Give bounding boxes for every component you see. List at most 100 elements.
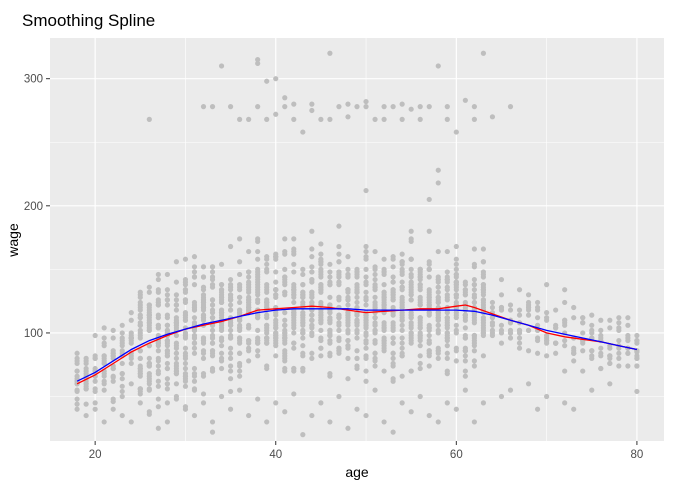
scatter-point <box>146 355 152 361</box>
scatter-point <box>390 327 396 333</box>
scatter-point <box>480 50 487 56</box>
scatter-point <box>625 332 631 339</box>
scatter-point <box>507 307 514 313</box>
scatter-point <box>300 282 306 288</box>
scatter-point <box>363 368 369 374</box>
scatter-point <box>273 340 279 346</box>
scatter-point <box>453 312 459 318</box>
scatter-point <box>191 365 198 372</box>
scatter-point <box>173 393 180 400</box>
axis-ticks <box>46 78 638 445</box>
scatter-point <box>471 276 477 283</box>
scatter-point <box>336 269 342 275</box>
scatter-point <box>255 274 261 280</box>
scatter-point <box>390 104 396 110</box>
scatter-point <box>381 282 387 288</box>
scatter-point <box>291 236 297 242</box>
scatter-point <box>390 254 396 260</box>
scatter-point <box>372 266 378 272</box>
scatter-point <box>444 335 450 341</box>
scatter-point <box>525 348 532 354</box>
scatter-point <box>354 330 360 336</box>
scatter-point <box>345 312 351 318</box>
scatter-point <box>164 297 170 303</box>
scatter-point <box>616 355 622 361</box>
scatter-point <box>74 387 80 393</box>
scatter-point <box>155 378 161 384</box>
scatter-point <box>444 294 450 300</box>
scatter-point <box>101 381 107 387</box>
scatter-point <box>372 299 378 306</box>
scatter-point <box>74 373 80 379</box>
scatter-point <box>345 297 351 303</box>
scatter-point <box>372 294 378 300</box>
scatter-point <box>237 363 243 369</box>
scatter-point <box>92 386 98 392</box>
scatter-point <box>408 274 414 280</box>
scatter-point <box>137 294 143 300</box>
scatter-point <box>300 299 306 306</box>
scatter-point <box>336 337 342 344</box>
scatter-point <box>209 315 216 321</box>
scatter-point <box>589 312 595 318</box>
scatter-point <box>282 322 288 328</box>
scatter-point <box>562 337 568 344</box>
scatter-point <box>480 299 487 306</box>
scatter-point <box>598 335 604 341</box>
scatter-point <box>227 322 234 328</box>
scatter-point <box>182 256 189 262</box>
scatter-point <box>417 274 423 280</box>
scatter-point <box>480 400 487 406</box>
scatter-point <box>227 307 234 313</box>
scatter-point <box>408 238 414 245</box>
scatter-point <box>399 373 405 379</box>
x-tick-label: 80 <box>631 449 644 461</box>
scatter-point <box>589 355 595 361</box>
scatter-point <box>164 419 170 425</box>
scatter-point <box>408 289 414 295</box>
scatter-point <box>300 365 306 372</box>
scatter-point <box>200 104 207 110</box>
scatter-point <box>182 360 189 367</box>
scatter-point <box>200 391 207 397</box>
scatter-point <box>182 376 189 382</box>
scatter-point <box>227 104 234 110</box>
scatter-point <box>164 360 170 367</box>
scatter-point <box>164 343 170 349</box>
scatter-point <box>227 376 234 382</box>
scatter-point <box>300 330 306 336</box>
scatter-point <box>200 274 207 280</box>
scatter-point <box>399 116 405 122</box>
scatter-point <box>462 358 468 364</box>
scatter-point <box>399 284 405 290</box>
scatter-point <box>589 387 595 393</box>
scatter-point <box>155 425 161 431</box>
scatter-point <box>399 322 405 328</box>
scatter-point <box>264 419 270 425</box>
scatter-point <box>354 284 360 290</box>
scatter-point <box>137 322 143 328</box>
scatter-point <box>372 340 378 346</box>
scatter-point <box>426 353 432 359</box>
scatter-point <box>444 400 450 406</box>
scatter-point <box>318 353 324 359</box>
scatter-point <box>218 282 225 288</box>
x-tick-label: 60 <box>450 449 463 461</box>
scatter-point <box>255 353 261 359</box>
scatter-point <box>426 325 432 331</box>
scatter-point <box>381 348 387 354</box>
scatter-point <box>318 289 324 295</box>
scatter-point <box>363 412 369 419</box>
scatter-point <box>309 264 315 270</box>
scatter-point <box>209 353 216 359</box>
scatter-point <box>137 312 143 318</box>
scatter-point <box>354 294 360 300</box>
scatter-point <box>227 282 234 288</box>
scatter-point <box>282 236 288 242</box>
scatter-point <box>336 315 342 321</box>
scatter-point <box>634 340 640 346</box>
scatter-point <box>137 386 143 392</box>
scatter-point <box>544 282 550 288</box>
scatter-point <box>327 294 333 300</box>
scatter-point <box>264 299 270 306</box>
